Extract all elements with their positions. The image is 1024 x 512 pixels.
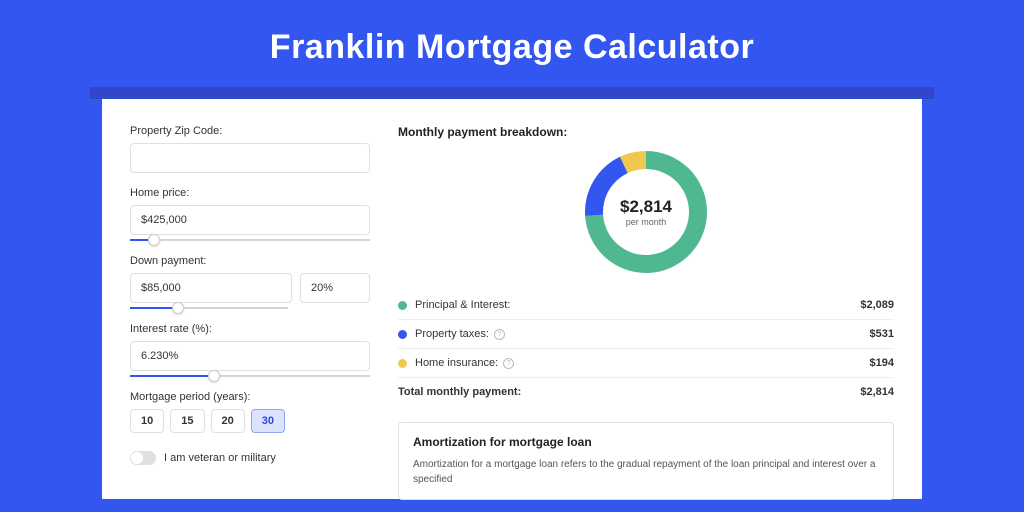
amortization-title: Amortization for mortgage loan xyxy=(413,435,879,449)
legend-total-row: Total monthly payment: $2,814 xyxy=(398,378,894,406)
legend-row: Home insurance:?$194 xyxy=(398,349,894,378)
period-label: Mortgage period (years): xyxy=(130,391,370,403)
home-price-slider-thumb[interactable] xyxy=(148,234,160,246)
veteran-label: I am veteran or military xyxy=(164,452,276,464)
legend-label: Home insurance:? xyxy=(415,357,870,369)
legend-dot xyxy=(398,330,407,339)
interest-slider-thumb[interactable] xyxy=(208,370,220,382)
period-button-20[interactable]: 20 xyxy=(211,409,245,433)
legend-value: $194 xyxy=(870,357,894,369)
period-button-15[interactable]: 15 xyxy=(170,409,204,433)
card-shadow xyxy=(90,87,934,99)
info-icon[interactable]: ? xyxy=(503,358,514,369)
interest-input[interactable] xyxy=(130,341,370,371)
down-payment-label: Down payment: xyxy=(130,255,370,267)
home-price-slider[interactable] xyxy=(130,239,370,241)
info-icon[interactable]: ? xyxy=(494,329,505,340)
veteran-toggle[interactable] xyxy=(130,451,156,465)
results-panel: Monthly payment breakdown: $2,814 per mo… xyxy=(398,125,894,499)
legend-row: Property taxes:?$531 xyxy=(398,320,894,349)
zip-field-group: Property Zip Code: xyxy=(130,125,370,173)
down-payment-slider-thumb[interactable] xyxy=(172,302,184,314)
donut-sub: per month xyxy=(626,217,667,227)
donut-chart: $2,814 per month xyxy=(585,151,707,273)
veteran-toggle-knob xyxy=(131,452,143,464)
legend-total-label: Total monthly payment: xyxy=(398,386,860,398)
page-title: Franklin Mortgage Calculator xyxy=(0,0,1024,87)
home-price-input[interactable] xyxy=(130,205,370,235)
calculator-card: Property Zip Code: Home price: Down paym… xyxy=(102,99,922,499)
interest-label: Interest rate (%): xyxy=(130,323,370,335)
inputs-panel: Property Zip Code: Home price: Down paym… xyxy=(130,125,370,499)
donut-amount: $2,814 xyxy=(620,197,672,217)
breakdown-heading: Monthly payment breakdown: xyxy=(398,125,894,139)
interest-slider[interactable] xyxy=(130,375,370,377)
down-payment-amount-input[interactable] xyxy=(130,273,292,303)
legend-row: Principal & Interest:$2,089 xyxy=(398,291,894,320)
amortization-text: Amortization for a mortgage loan refers … xyxy=(413,457,879,487)
zip-input[interactable] xyxy=(130,143,370,173)
home-price-group: Home price: xyxy=(130,187,370,241)
interest-group: Interest rate (%): xyxy=(130,323,370,377)
legend-value: $531 xyxy=(870,328,894,340)
veteran-row: I am veteran or military xyxy=(130,451,370,465)
down-payment-slider[interactable] xyxy=(130,307,288,309)
donut-wrap: $2,814 per month xyxy=(398,151,894,273)
amortization-box: Amortization for mortgage loan Amortizat… xyxy=(398,422,894,500)
down-payment-group: Down payment: xyxy=(130,255,370,309)
period-group: Mortgage period (years): 1015 2030 xyxy=(130,391,370,433)
period-button-30[interactable]: 30 xyxy=(251,409,285,433)
legend-total-value: $2,814 xyxy=(860,386,894,398)
legend-dot xyxy=(398,301,407,310)
down-payment-pct-input[interactable] xyxy=(300,273,370,303)
zip-label: Property Zip Code: xyxy=(130,125,370,137)
legend-value: $2,089 xyxy=(860,299,894,311)
home-price-label: Home price: xyxy=(130,187,370,199)
legend-label: Principal & Interest: xyxy=(415,299,860,311)
legend-dot xyxy=(398,359,407,368)
legend-label: Property taxes:? xyxy=(415,328,870,340)
period-button-10[interactable]: 10 xyxy=(130,409,164,433)
